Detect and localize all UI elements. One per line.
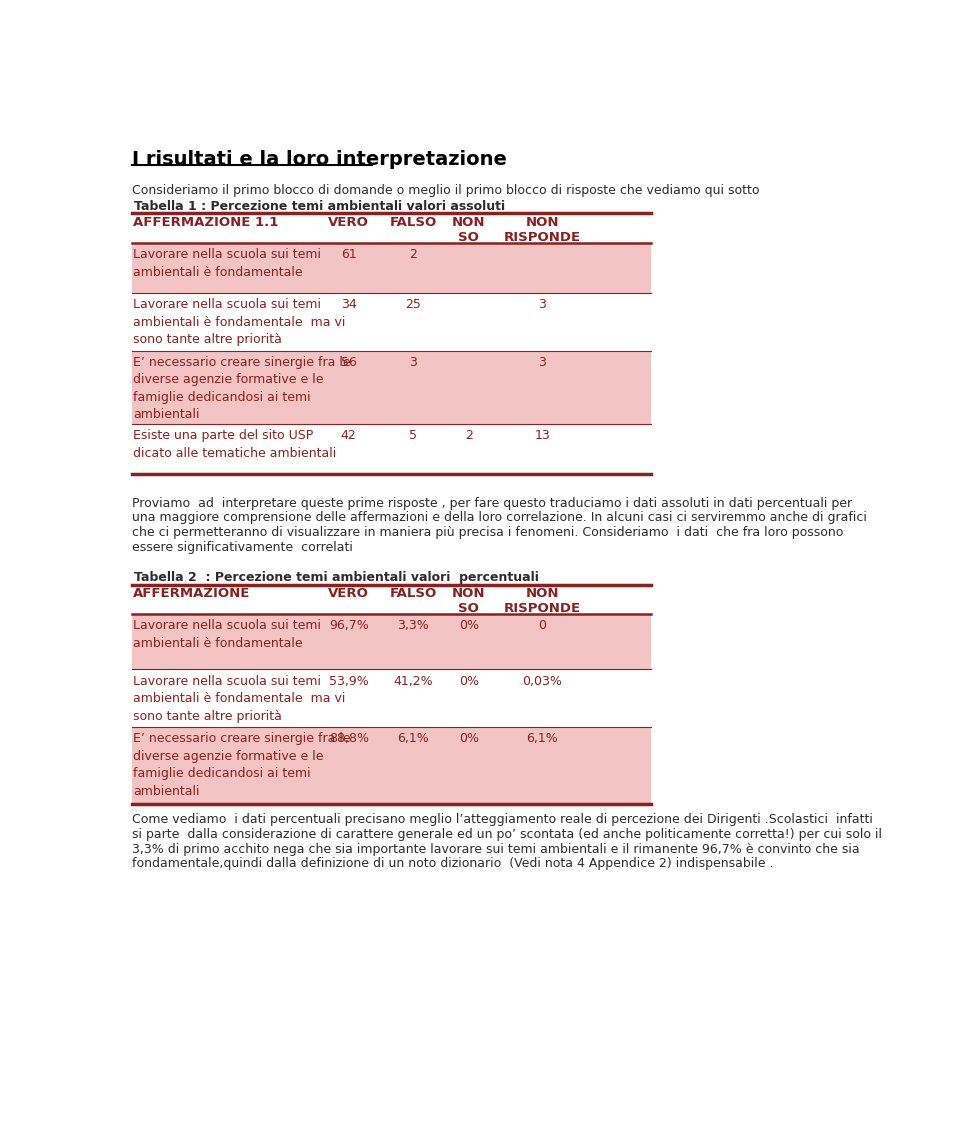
Text: NON
RISPONDE: NON RISPONDE [504,216,581,243]
Text: VERO: VERO [328,216,369,229]
Bar [132,242,651,292]
Bar [132,727,651,804]
Text: 3: 3 [409,356,417,368]
Text: 2: 2 [465,429,472,442]
Text: FALSO: FALSO [390,216,437,229]
Text: AFFERMAZIONE 1.1: AFFERMAZIONE 1.1 [133,216,278,229]
Text: 42: 42 [341,429,356,442]
Text: 3: 3 [539,298,546,312]
Text: 0: 0 [539,620,546,632]
Text: 61: 61 [341,248,356,262]
Bar [132,614,651,670]
Text: 3,3%: 3,3% [397,620,429,632]
Text: Lavorare nella scuola sui temi
ambientali è fondamentale  ma vi
sono tante altre: Lavorare nella scuola sui temi ambiental… [133,298,346,346]
Text: 0%: 0% [459,732,479,746]
Text: 96,7%: 96,7% [328,620,369,632]
Text: Proviamo  ad  interpretare queste prime risposte , per fare questo traduciamo i : Proviamo ad interpretare queste prime ri… [132,497,852,509]
Text: 88,8%: 88,8% [328,732,369,746]
Text: 3: 3 [539,356,546,368]
Text: 41,2%: 41,2% [394,674,433,688]
Text: FALSO: FALSO [390,587,437,600]
Text: Come vediamo  i dati percentuali precisano meglio l’atteggiamento reale di perce: Come vediamo i dati percentuali precisan… [132,813,873,827]
Text: I risultati e la loro interpretazione: I risultati e la loro interpretazione [132,150,507,169]
Text: E’ necessario creare sinergie fra le
diverse agenzie formative e le
famiglie ded: E’ necessario creare sinergie fra le div… [133,356,350,422]
Text: 3,3% di primo acchito nega che sia importante lavorare sui temi ambientali e il : 3,3% di primo acchito nega che sia impor… [132,843,859,855]
Text: una maggiore comprensione delle affermazioni e della loro correlazione. In alcun: una maggiore comprensione delle affermaz… [132,512,867,524]
Text: 34: 34 [341,298,356,312]
Text: 13: 13 [535,429,550,442]
Text: si parte  dalla considerazione di carattere generale ed un po’ scontata (ed anch: si parte dalla considerazione di caratte… [132,828,881,841]
Text: 6,1%: 6,1% [397,732,429,746]
Text: 0,03%: 0,03% [522,674,563,688]
Text: che ci permetteranno di visualizzare in maniera più precisa i fenomeni. Consider: che ci permetteranno di visualizzare in … [132,526,843,539]
Text: NON
SO: NON SO [452,216,486,243]
Text: Tabella 2  : Percezione temi ambientali valori  percentuali: Tabella 2 : Percezione temi ambientali v… [134,571,539,583]
Text: NON
SO: NON SO [452,587,486,615]
Text: AFFERMAZIONE: AFFERMAZIONE [133,587,251,600]
Text: 5: 5 [409,429,417,442]
Text: Consideriamo il primo blocco di domande o meglio il primo blocco di risposte che: Consideriamo il primo blocco di domande … [132,184,759,197]
Text: 6,1%: 6,1% [526,732,559,746]
Text: essere significativamente  correlati: essere significativamente correlati [132,541,352,554]
Text: Lavorare nella scuola sui temi
ambientali è fondamentale: Lavorare nella scuola sui temi ambiental… [133,620,322,649]
Text: fondamentale,quindi dalla definizione di un noto dizionario  (Vedi nota 4 Append: fondamentale,quindi dalla definizione di… [132,857,773,870]
Bar [132,350,651,424]
Text: E’ necessario creare sinergie fra le
diverse agenzie formative e le
famiglie ded: E’ necessario creare sinergie fra le div… [133,732,350,798]
Text: 2: 2 [409,248,417,262]
Text: VERO: VERO [328,587,369,600]
Text: 53,9%: 53,9% [328,674,369,688]
Text: 56: 56 [341,356,356,368]
Text: Tabella 1 : Percezione temi ambientali valori assoluti: Tabella 1 : Percezione temi ambientali v… [134,200,505,213]
Text: Esiste una parte del sito USP
dicato alle tematiche ambientali: Esiste una parte del sito USP dicato all… [133,429,336,459]
Text: Lavorare nella scuola sui temi
ambientali è fondamentale: Lavorare nella scuola sui temi ambiental… [133,248,322,279]
Text: NON
RISPONDE: NON RISPONDE [504,587,581,615]
Text: 0%: 0% [459,620,479,632]
Text: Lavorare nella scuola sui temi
ambientali è fondamentale  ma vi
sono tante altre: Lavorare nella scuola sui temi ambiental… [133,674,346,723]
Text: 25: 25 [405,298,420,312]
Text: 0%: 0% [459,674,479,688]
